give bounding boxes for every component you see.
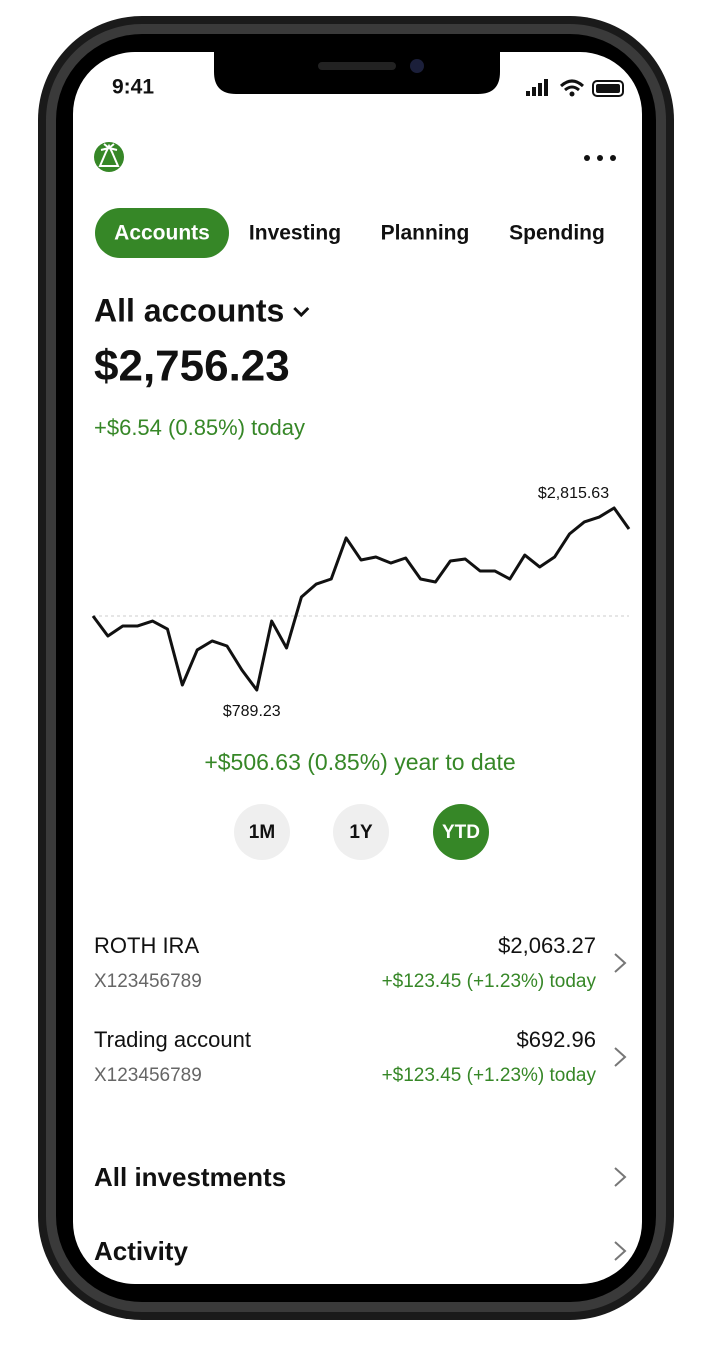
notch — [214, 52, 500, 94]
range-label[interactable]: 1M — [249, 822, 275, 843]
chart: $789.23 $2,815.63 — [91, 485, 631, 720]
range-label[interactable]: YTD — [442, 822, 480, 843]
tab[interactable]: Investing — [249, 222, 341, 245]
point-label: $2,815.63 — [538, 485, 609, 502]
account-number: X123456789 — [94, 1065, 202, 1086]
account-balance: $2,063.27 — [498, 933, 596, 958]
account-name[interactable]: Trading account — [94, 1027, 251, 1052]
tab[interactable]: Planning — [381, 222, 470, 245]
display — [73, 52, 642, 1284]
range-label[interactable]: 1Y — [349, 822, 373, 843]
tab[interactable]: Accounts — [114, 222, 210, 245]
change-today: +$6.54 (0.85%) today — [94, 415, 305, 440]
account-balance: $692.96 — [516, 1027, 596, 1052]
logo[interactable] — [94, 142, 124, 172]
status-time: 9:41 — [112, 76, 154, 99]
account-number: X123456789 — [94, 971, 202, 992]
dropdown-chevron[interactable] — [293, 306, 310, 318]
chevron[interactable] — [614, 953, 627, 973]
range-button[interactable] — [234, 804, 290, 860]
point-label: $789.23 — [223, 703, 281, 720]
balance: $2,756.23 — [94, 342, 290, 391]
account-name[interactable]: ROTH IRA — [94, 933, 199, 958]
speaker — [318, 62, 396, 70]
price-line — [91, 506, 631, 692]
range-button[interactable] — [333, 804, 389, 860]
account-change: +$123.45 (+1.23%) today — [382, 1065, 597, 1086]
chevron[interactable] — [614, 1167, 627, 1187]
chart-summary: +$506.63 (0.85%) year to date — [204, 749, 515, 775]
camera — [410, 59, 424, 73]
nav-link[interactable]: Activity — [94, 1236, 188, 1266]
accounts-title[interactable]: All accounts — [94, 292, 284, 328]
range-button[interactable] — [433, 804, 489, 860]
nav-link[interactable]: All investments — [94, 1162, 286, 1192]
tab[interactable]: Spending — [509, 222, 605, 245]
status-icons — [526, 79, 624, 97]
more-menu[interactable] — [584, 155, 616, 161]
chevron[interactable] — [614, 1241, 627, 1261]
tab-pill[interactable] — [95, 208, 229, 258]
chevron[interactable] — [614, 1047, 627, 1067]
account-change: +$123.45 (+1.23%) today — [382, 971, 597, 992]
